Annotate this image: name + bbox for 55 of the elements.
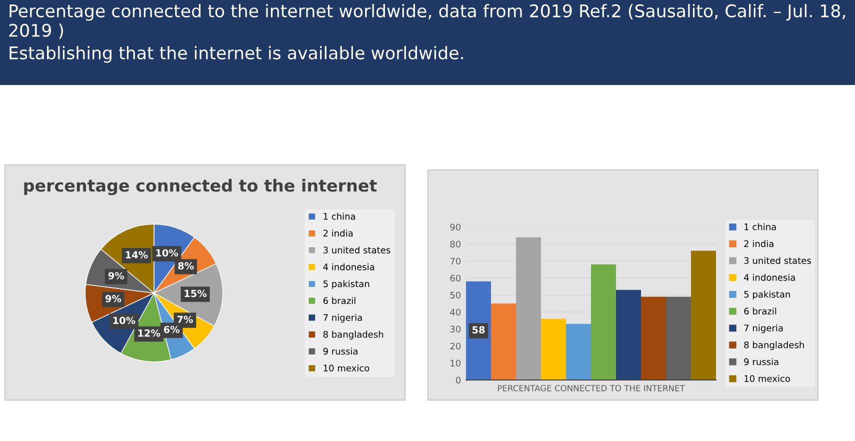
- y-tick-label: 50: [450, 292, 461, 299]
- y-tick-label: 30: [450, 326, 461, 333]
- legend-label: 4 indonesia: [744, 274, 795, 281]
- bar: [541, 318, 566, 380]
- legend-label: 6 brazil: [323, 297, 356, 304]
- data-label: 9%: [105, 294, 122, 302]
- data-label: 10%: [156, 249, 178, 257]
- data-label: 12%: [138, 329, 160, 337]
- bar: [616, 290, 641, 380]
- bar: [566, 324, 591, 380]
- legend-label: 2 india: [744, 240, 774, 248]
- bar: [466, 281, 491, 380]
- y-tick-label: 10: [450, 360, 461, 367]
- y-tick-label: 90: [450, 224, 461, 231]
- bar: [591, 264, 616, 380]
- data-label: 10%: [113, 316, 136, 324]
- legend-label: 3 united states: [323, 246, 390, 254]
- y-tick-label: 60: [450, 274, 461, 282]
- legend-label: 3 united states: [744, 256, 811, 264]
- data-label: 15%: [184, 290, 207, 298]
- legend-label: 8 bangladesh: [744, 341, 804, 350]
- bar: [491, 304, 516, 380]
- x-tick-label: PERCENTAGE CONNECTED TO THE INTERNET: [498, 385, 685, 392]
- chart-title: percentage connected to the internet: [24, 178, 377, 196]
- legend-label: 1 china: [324, 212, 356, 220]
- legend-label: 9 russia: [744, 358, 778, 366]
- bar: [666, 296, 691, 380]
- legend-label: 9 russia: [323, 348, 358, 355]
- bar: [516, 237, 541, 380]
- legend-label: 7 nigeria: [324, 314, 362, 323]
- legend-label: 4 indonesia: [323, 263, 374, 270]
- bar: [691, 250, 716, 380]
- data-label: 6%: [164, 326, 180, 334]
- text: Percentage connected to the internet worldwide, data from 2019 Ref.2 (Sausalito, Calif. – Jul. 18, 2019 ): [9, 4, 846, 39]
- y-tick-label: 20: [450, 342, 461, 350]
- bar: [641, 296, 666, 380]
- legend-label: 7 nigeria: [744, 324, 783, 334]
- legend-label: 5 pakistan: [744, 290, 790, 300]
- legend-label: 1 china: [744, 223, 776, 230]
- legend-label: 6 brazil: [744, 308, 776, 315]
- legend-label: 2 india: [323, 230, 353, 237]
- legend-label: 5 pakistan: [323, 280, 370, 289]
- y-tick-label: 70: [450, 258, 461, 265]
- data-label: 58: [472, 326, 485, 334]
- data-label: 7%: [177, 316, 193, 324]
- legend-label: 10 mexico: [324, 364, 370, 372]
- y-tick-label: 0: [456, 376, 461, 384]
- data-label: 14%: [126, 251, 148, 258]
- data-label: 8%: [178, 262, 194, 270]
- y-tick-label: 40: [450, 308, 461, 316]
- legend-label: 8 bangladesh: [323, 330, 384, 340]
- data-label: 9%: [108, 272, 124, 280]
- legend-label: 10 mexico: [744, 375, 790, 382]
- y-tick-label: 80: [450, 240, 461, 248]
- text: Establishing that the internet is available worldwide.: [10, 46, 463, 63]
